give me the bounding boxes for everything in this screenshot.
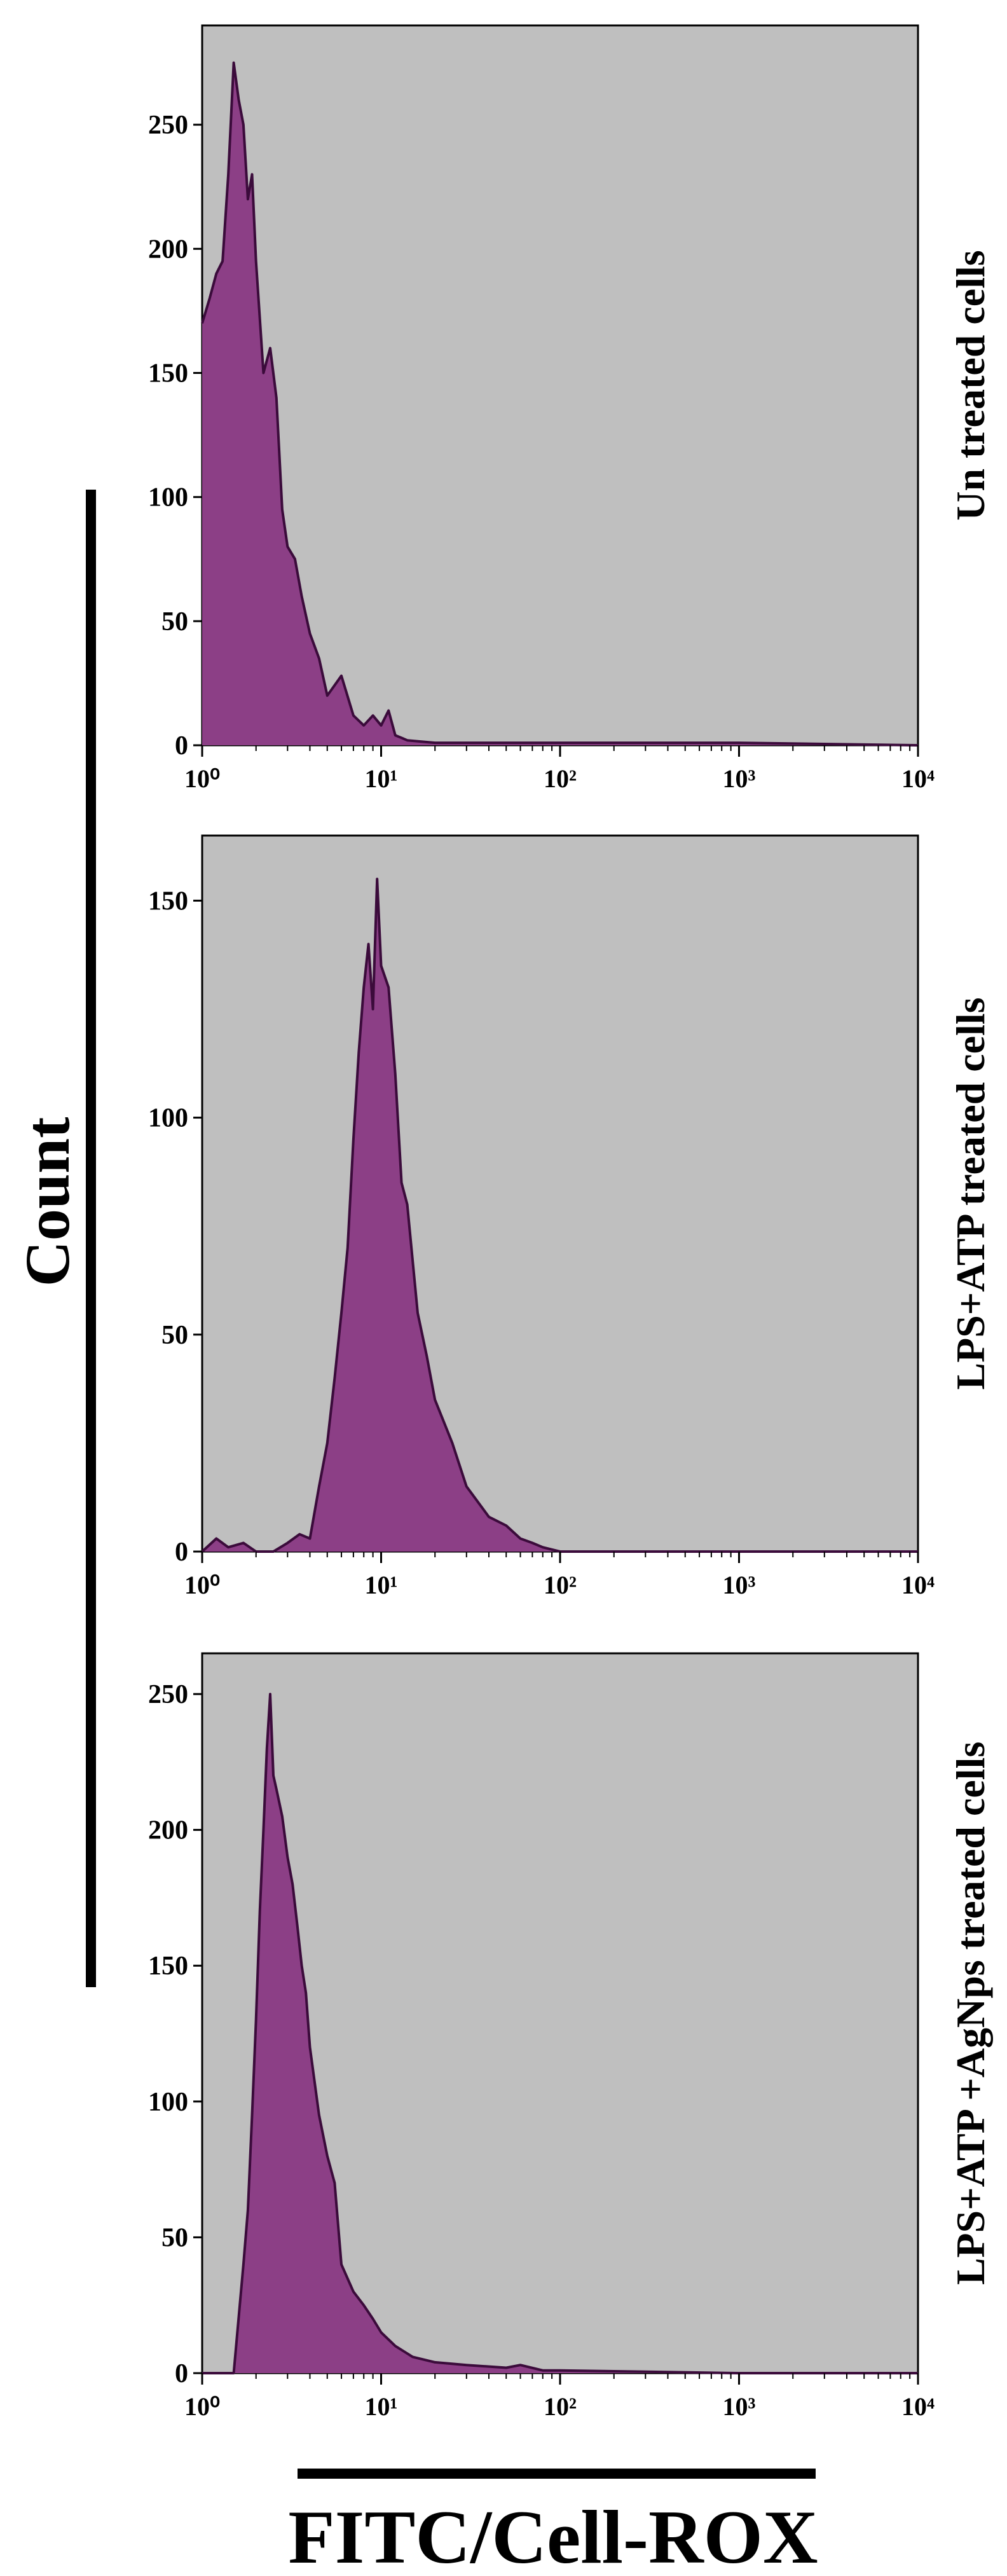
panel-2-title: LPS+ATP treated cells [948, 997, 993, 1389]
panel-2-xtick-label-4: 10⁴ [901, 1571, 935, 1599]
panel-2-xtick-label-2: 10² [544, 1571, 577, 1599]
panel-3-xtick-label-4: 10⁴ [901, 2392, 935, 2421]
panel-2-ytick-label-1: 50 [161, 1321, 188, 1350]
panel-1-ytick-label-4: 200 [148, 235, 188, 264]
panel-3-histogram-line [202, 1693, 918, 2374]
panel-1-xtick-label-1: 10¹ [365, 764, 398, 793]
panel-2-histogram-line [201, 878, 918, 1553]
x-axis-title: FITC/Cell-ROX [288, 2495, 818, 2576]
panel-3-xtick-label-2: 10² [544, 2392, 577, 2421]
panel-1-xtick-label-0: 10⁰ [184, 764, 220, 793]
panel-2-plot-area [201, 834, 919, 1553]
panel-2-xtick-label-3: 10³ [723, 1571, 756, 1599]
panel-1-xtick-label-3: 10³ [723, 764, 756, 793]
panel-1: 0 50 100 150 200 250 10⁰ 10¹ 10² 10³ 10⁴ Un treated… [148, 24, 993, 793]
panel-1-ytick-label-1: 50 [161, 607, 188, 637]
panel-1-title: Un treated cells [948, 250, 993, 520]
panel-2-ytick-label-2: 100 [148, 1104, 188, 1133]
panel-1-xtick-label-2: 10² [544, 764, 577, 793]
panel-2-ytick-label-0: 0 [175, 1538, 188, 1567]
panel-2-ytick-label-3: 150 [148, 886, 188, 916]
panel-1-ytick-label-5: 250 [148, 111, 188, 140]
panel-2-histogram-fill [202, 879, 918, 1552]
panel-3-xtick-label-3: 10³ [723, 2392, 756, 2421]
y-axis-title: Count [12, 1117, 83, 1287]
panel-1-histogram-fill [202, 62, 918, 746]
panel-3-title: LPS+ATP +AgNps treated cells [948, 1742, 993, 2285]
panel-3-xtick-label-1: 10¹ [365, 2392, 398, 2421]
panel-2: 0 50 100 150 10⁰ 10¹ 10² 10³ 10⁴ LPS+ATP treated … [148, 834, 993, 1599]
panel-1-xtick-label-4: 10⁴ [901, 764, 935, 793]
histogram-panels: 0 50 100 150 200 250 10⁰ 10¹ 10² 10³ 10⁴ Un treated… [148, 24, 993, 2421]
panel-3-ytick-label-1: 50 [161, 2223, 188, 2252]
panel-1-ytick-label-0: 0 [175, 731, 188, 761]
panel-3-ytick-label-3: 150 [148, 1952, 188, 1981]
panel-3-ytick-label-2: 100 [148, 2088, 188, 2117]
panel-1-histogram-line [201, 61, 919, 747]
panel-3-ytick-label-0: 0 [175, 2359, 188, 2388]
panel-3: 0 50 100 150 200 250 10⁰ 10¹ 10² 10³ 10⁴ LPS+ATP +A… [148, 1652, 993, 2421]
panel-1-ytick-label-2: 100 [148, 483, 188, 513]
panel-3-histogram-fill [202, 1694, 918, 2373]
panel-1-ytick-label-3: 150 [148, 359, 188, 388]
panel-3-ytick-label-5: 250 [148, 1680, 188, 1709]
panel-3-ytick-label-4: 200 [148, 1816, 188, 1845]
panel-3-xtick-label-0: 10⁰ [184, 2392, 220, 2421]
panel-2-xtick-label-1: 10¹ [365, 1571, 398, 1599]
panel-2-xtick-label-0: 10⁰ [184, 1571, 220, 1599]
